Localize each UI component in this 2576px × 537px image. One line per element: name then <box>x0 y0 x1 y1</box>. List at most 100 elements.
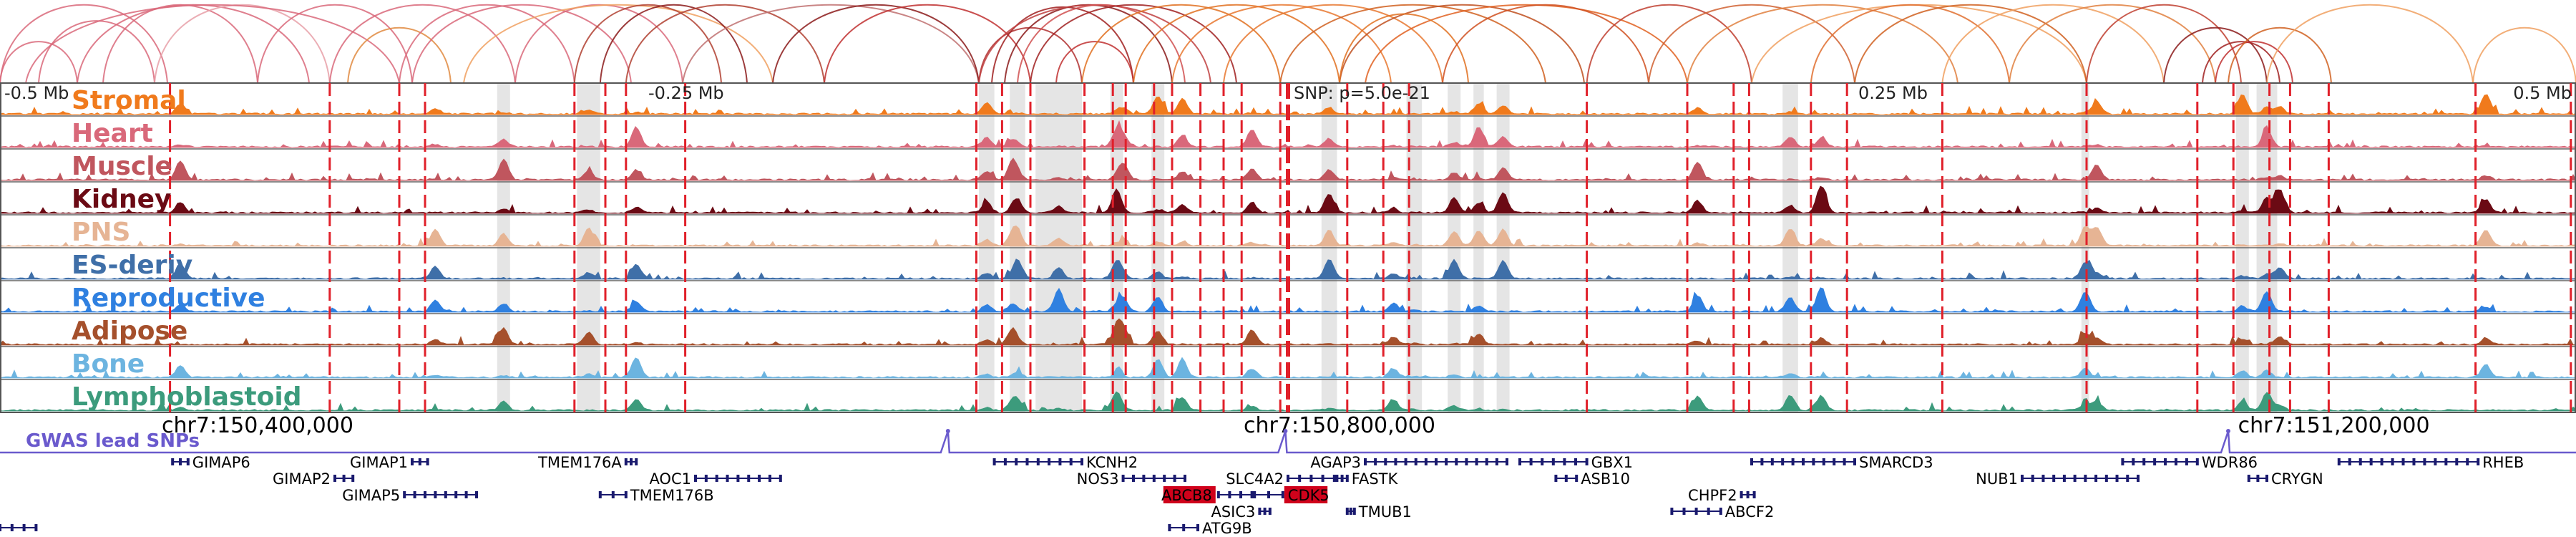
track-labels: Stromal Heart Muscle Kidney PNS ES-deriv Repro… <box>72 86 302 412</box>
loop-arc <box>1017 4 1186 84</box>
gene-exon <box>2477 458 2480 465</box>
gene-exon <box>2142 458 2146 465</box>
gene-exon <box>2104 475 2108 482</box>
gene-exon <box>1163 475 1166 482</box>
gene-gimap1[interactable]: GIMAP1 <box>350 454 429 471</box>
gwas-track-title: GWAS lead SNPs <box>26 430 200 452</box>
gene-abcb8[interactable]: ABCB8 <box>1161 486 1254 504</box>
loop-arc <box>514 4 683 84</box>
gene-aoc1[interactable]: AOC1 <box>649 470 782 488</box>
gene-tmem176a[interactable]: TMEM176A <box>537 454 638 471</box>
gene-label: GBX1 <box>1591 454 1633 471</box>
loop-arc <box>1941 4 2165 84</box>
gene-label: TMEM176B <box>630 487 714 504</box>
gene-exon <box>2164 458 2167 465</box>
gene-exon <box>624 491 628 498</box>
gene-exon <box>704 475 708 482</box>
gene-slc4a2[interactable]: SLC4A2 <box>1226 470 1336 488</box>
track-label: Lymphoblastoid <box>72 382 302 412</box>
gene-exon <box>1263 508 1267 515</box>
gene-exon <box>2115 475 2119 482</box>
track-label: Bone <box>72 349 145 379</box>
gene-track: GIMAP6 GIMAP1 TMEM176A KCNH2 AGAP3 GBX1 SMARCD… <box>0 454 2524 537</box>
gene-exon <box>1414 458 1418 465</box>
loop-arc <box>328 4 516 84</box>
loop-arc <box>1687 4 1958 84</box>
gene-agap3[interactable]: AGAP3 <box>1310 454 1508 471</box>
gene-smarcd3[interactable]: SMARCD3 <box>1750 454 1933 471</box>
loop-arc <box>682 4 980 84</box>
gene-exon <box>1752 491 1756 498</box>
coordinate-label: chr7:150,400,000 <box>162 413 353 438</box>
gene-tmem176b[interactable]: TMEM176B <box>598 487 714 504</box>
gene-chpf2[interactable]: CHPF2 <box>1688 487 1756 504</box>
gene-exon <box>1345 475 1349 482</box>
gene-exon <box>1843 458 1846 465</box>
gene-exon <box>1216 491 1220 498</box>
gene-exon <box>1228 491 1231 498</box>
gene-asic3[interactable]: ASIC3 <box>1211 503 1272 521</box>
gene-gimap5[interactable]: GIMAP5 <box>342 487 478 504</box>
gene-exon <box>1791 458 1795 465</box>
gene-gimap6[interactable]: GIMAP6 <box>171 454 250 471</box>
gene-exon <box>1058 458 1062 465</box>
gene-asb10[interactable]: ASB10 <box>1554 470 1630 488</box>
gene-exon <box>2041 475 2045 482</box>
loop-arc <box>257 4 413 84</box>
gene-gimap2[interactable]: GIMAP2 <box>273 470 355 488</box>
gene-exon <box>2052 475 2056 482</box>
gene-nub1[interactable]: NUB1 <box>1976 470 2140 488</box>
gene-exon <box>1424 458 1428 465</box>
gene-exon <box>2137 475 2140 482</box>
gene-exon <box>992 458 996 465</box>
gene-exon <box>186 458 190 465</box>
gene-gbx1[interactable]: GBX1 <box>1518 454 1633 471</box>
gene-exon <box>1349 508 1352 515</box>
gene-highlight-box <box>1284 486 1328 503</box>
gene-wdr86[interactable]: WDR86 <box>2121 454 2258 471</box>
gene-exon <box>444 491 447 498</box>
gene-nos3[interactable]: NOS3 <box>1077 470 1186 488</box>
gene-exon <box>1435 458 1438 465</box>
loop-arc <box>347 26 452 84</box>
gene-fastk[interactable]: FASTK <box>1335 470 1398 488</box>
gene-atg9b[interactable]: ATG9B <box>1168 520 1252 537</box>
gene-exon <box>736 475 740 482</box>
loop-arc <box>1055 41 1134 84</box>
gene-kcnh2[interactable]: KCNH2 <box>992 454 1138 471</box>
gene-exon <box>2256 475 2260 482</box>
gene-exon <box>424 491 426 498</box>
loop-arc <box>0 41 78 84</box>
gene-cdk5[interactable]: CDK5 <box>1253 486 1330 504</box>
gene-label: TMUB1 <box>1358 503 1412 521</box>
gene-abcf2[interactable]: ABCF2 <box>1670 503 1774 521</box>
gene-exon <box>411 458 414 465</box>
gene-label: CRYGN <box>2271 470 2323 488</box>
gene-exon <box>1182 524 1186 531</box>
gene-crygn[interactable]: CRYGN <box>2247 470 2323 488</box>
gene-exon <box>2195 458 2199 465</box>
gene-exon <box>2084 475 2087 482</box>
gene-exon <box>1551 458 1555 465</box>
gene-tmub1[interactable]: TMUB1 <box>1345 503 1412 521</box>
loop-arc <box>1365 4 1688 84</box>
gene-rheb[interactable]: RHEB <box>2337 454 2524 471</box>
loop-arc <box>772 4 980 84</box>
gene-ap4[interactable]: AP4 <box>0 520 38 537</box>
gene-label: CDK5 <box>1288 487 1330 504</box>
gene-exon <box>598 491 602 498</box>
loop-arc <box>411 4 632 84</box>
loop-arc <box>1133 4 1340 84</box>
gene-exon <box>758 475 761 482</box>
gene-exon <box>1554 475 1558 482</box>
gene-exon <box>1750 458 1753 465</box>
gene-exon <box>2401 458 2405 465</box>
gene-exon <box>10 524 14 531</box>
gene-exon <box>2265 475 2268 482</box>
track-label: Muscle <box>72 152 172 181</box>
loop-arc <box>1854 4 2087 84</box>
loop-arc <box>154 4 331 84</box>
gene-exon <box>1760 458 1764 465</box>
gene-exon <box>1080 458 1083 465</box>
